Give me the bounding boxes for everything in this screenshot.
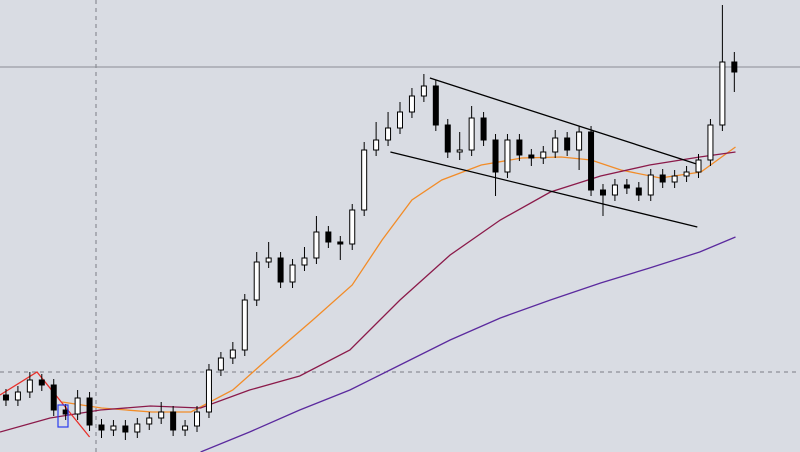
candle-body (110, 425, 117, 431)
candle-body (301, 257, 308, 266)
candle-body (361, 149, 368, 211)
candle-body (265, 257, 272, 263)
candle-body (313, 231, 320, 259)
selection-box (57, 404, 69, 428)
candle-body (659, 174, 666, 183)
indicator-line (429, 77, 700, 166)
candle-body (516, 139, 523, 156)
candle-body (158, 411, 165, 419)
candle-body (468, 117, 475, 151)
candle-body (528, 154, 535, 159)
candle-body (671, 175, 678, 183)
candle-body (373, 139, 380, 151)
candle-body (194, 411, 201, 427)
indicator-line (0, 371, 91, 438)
candle-body (26, 379, 33, 393)
candle-body (182, 425, 189, 431)
candle-body (719, 61, 726, 126)
candle-body (623, 184, 630, 189)
indicator-line (0, 151, 736, 433)
candle-body (707, 124, 714, 161)
candle-body (695, 159, 702, 173)
candle-body (540, 151, 547, 159)
candle-body (588, 131, 595, 191)
candle-body (599, 189, 606, 196)
candle-body (14, 391, 21, 401)
candle-body (731, 61, 738, 73)
candle-body (504, 139, 511, 173)
candle-body (205, 369, 212, 413)
candle-body (456, 149, 463, 153)
candle-body (480, 117, 487, 141)
candle-body (170, 411, 177, 431)
candle-body (134, 423, 141, 433)
candle-body (420, 85, 427, 97)
candle-body (635, 187, 642, 196)
candle-body (349, 209, 356, 245)
candle-body (337, 241, 344, 245)
candle-body (611, 184, 618, 196)
candle-body (492, 139, 499, 173)
candles (2, 5, 738, 440)
candle-body (325, 231, 332, 243)
candle-body (564, 137, 571, 151)
candle-body (98, 424, 105, 431)
candle-body (74, 397, 81, 415)
candle-body (122, 425, 129, 433)
indicator-line (62, 146, 736, 413)
candle-body (289, 264, 296, 283)
candle-body (552, 137, 559, 153)
indicator-line (390, 151, 698, 228)
indicator-lines (0, 77, 736, 452)
indicator-line (200, 236, 736, 452)
candle-body (408, 95, 415, 113)
candle-body (86, 397, 93, 426)
candle-body (397, 111, 403, 129)
candle-body (444, 124, 451, 153)
candle-body (432, 85, 439, 126)
candle-body (146, 417, 153, 425)
candle-body (217, 357, 224, 371)
candle-body (253, 261, 260, 301)
candle-body (683, 171, 690, 177)
candle-body (229, 349, 236, 359)
candle-body (50, 384, 57, 411)
candle-body (2, 394, 9, 401)
candle-body (241, 299, 248, 351)
candle-body (576, 131, 583, 151)
candle-body (647, 174, 654, 196)
candle-body (277, 257, 284, 283)
candle-body (38, 379, 45, 386)
candle-body (385, 127, 392, 141)
